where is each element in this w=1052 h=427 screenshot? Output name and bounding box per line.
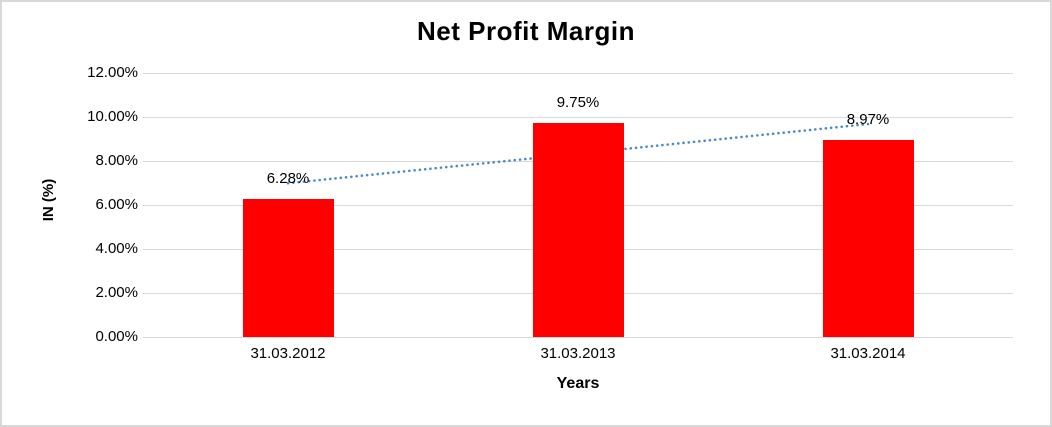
chart-title: Net Profit Margin bbox=[417, 16, 635, 46]
y-tick-label: 8.00% bbox=[95, 152, 138, 169]
x-tick-label: 31.03.2012 bbox=[250, 345, 326, 362]
x-tick-label: 31.03.2014 bbox=[830, 345, 906, 362]
y-tick-label: 4.00% bbox=[95, 240, 138, 257]
gridline bbox=[143, 116, 1013, 118]
gridline bbox=[143, 72, 1013, 74]
y-tick-label: 0.00% bbox=[95, 328, 138, 345]
bar-value-label: 8.97% bbox=[846, 110, 890, 128]
x-tick-label: 31.03.2013 bbox=[540, 345, 616, 362]
plot-area: 6.28% 9.75% 8.97% bbox=[143, 72, 1013, 338]
bar-value-label: 9.75% bbox=[556, 93, 600, 111]
y-tick-label: 2.00% bbox=[95, 284, 138, 301]
bar bbox=[822, 139, 914, 337]
y-tick-label: 10.00% bbox=[87, 108, 138, 125]
bar bbox=[532, 122, 624, 337]
x-axis-title: Years bbox=[556, 375, 600, 392]
y-tick-label: 12.00% bbox=[87, 64, 138, 81]
bar-value-label: 6.28% bbox=[266, 169, 310, 187]
gridline bbox=[143, 336, 1013, 338]
bar bbox=[242, 198, 334, 337]
y-tick-label: 6.00% bbox=[95, 196, 138, 213]
